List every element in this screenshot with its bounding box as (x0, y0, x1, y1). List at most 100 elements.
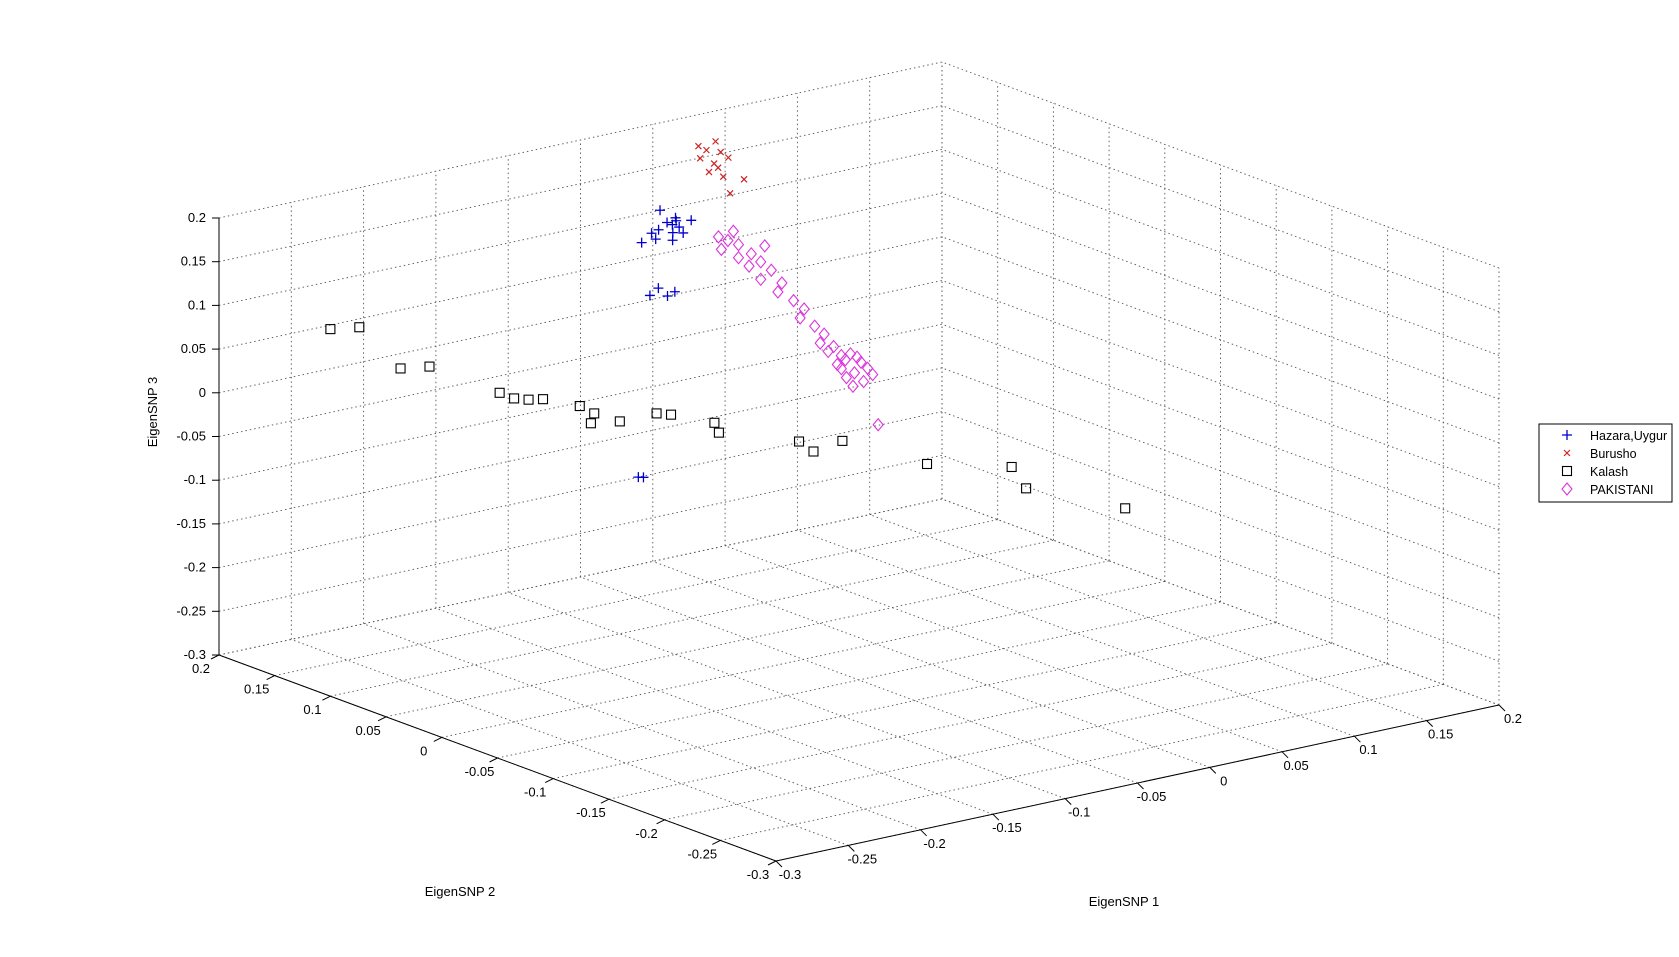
z-tick-label: 0.2 (188, 210, 206, 225)
x-tick-label: 0.2 (1504, 711, 1522, 726)
data-point-hazara-uygur (674, 222, 685, 233)
data-point-pakistani (818, 327, 830, 342)
y-axis-label: EigenSNP 2 (425, 884, 496, 899)
data-point-pakistani (844, 346, 857, 361)
legend-marker-hazara-uygur (1562, 430, 1572, 440)
data-point-hazara-uygur (669, 286, 680, 297)
wall-grid-line (218, 192, 943, 350)
y-tick-label: 0.2 (192, 661, 210, 676)
y-tick-mark (544, 778, 554, 784)
axes-grid (218, 61, 1500, 862)
x-tick-mark (847, 845, 855, 852)
data-point-pakistani (755, 272, 767, 287)
y-tick-label: -0.15 (576, 805, 606, 820)
x-tick-label: -0.15 (992, 820, 1022, 835)
data-point-burusho (714, 164, 722, 172)
data-point-burusho (740, 175, 748, 183)
data-point-hazara-uygur (667, 235, 678, 246)
wall-grid-line (218, 411, 943, 569)
data-point-hazara-uygur (636, 237, 647, 248)
data-point-pakistani (765, 263, 778, 278)
x-tick-label: -0.2 (923, 836, 945, 851)
y-tick-mark (210, 654, 220, 660)
legend-label-pakistani: PAKISTANI (1590, 483, 1653, 497)
data-point-hazara-uygur (646, 228, 657, 239)
data-point-pakistani (848, 365, 861, 380)
data-point-burusho (703, 146, 710, 154)
y-tick-label: 0 (420, 743, 427, 758)
data-point-pakistani (857, 374, 870, 389)
y-tick-label: 0.15 (244, 682, 269, 697)
data-point-kalash (793, 436, 805, 447)
data-point-pakistani (755, 254, 767, 269)
x-tick-label: -0.25 (847, 851, 877, 866)
y-tick-label: -0.05 (465, 764, 495, 779)
wall-grid-line (218, 105, 943, 263)
data-point-pakistani (794, 311, 806, 325)
data-point-pakistani (798, 302, 810, 316)
data-point-kalash (537, 394, 549, 405)
y-tick-label: 0.05 (355, 723, 380, 738)
wall-grid-line (218, 236, 943, 394)
data-point-kalash (589, 408, 600, 419)
data-point-pakistani (732, 237, 745, 252)
z-tick-label: -0.15 (176, 516, 206, 531)
data-point-kalash (574, 400, 585, 412)
z-tick-label: -0.3 (184, 647, 206, 662)
data-point-hazara-uygur (650, 234, 661, 245)
data-point-hazara-uygur (678, 227, 689, 238)
data-point-hazara-uygur (671, 215, 682, 226)
x-tick-label: 0.1 (1359, 742, 1377, 757)
data-point-pakistani (855, 355, 867, 370)
z-axis-label: EigenSNP 3 (145, 377, 160, 448)
y-tick-mark (266, 675, 275, 681)
data-point-pakistani (814, 336, 826, 350)
data-point-pakistani (822, 344, 834, 359)
legend-label-kalash: Kalash (1590, 465, 1628, 479)
y-tick-mark (656, 819, 665, 825)
y-tick-mark (322, 695, 331, 701)
legend: Hazara,Uygur Burusho Kalash PAKISTANI (1538, 423, 1673, 503)
y-tick-mark (712, 839, 721, 845)
data-point-kalash (585, 418, 596, 429)
x-tick-mark (1064, 798, 1072, 805)
data-point-burusho (696, 154, 704, 162)
floor-grid-line (274, 519, 998, 677)
data-point-kalash (921, 458, 933, 470)
data-point-pakistani (732, 250, 745, 265)
z-tick-label: -0.25 (176, 603, 206, 618)
data-point-pakistani (827, 339, 840, 354)
data-point-burusho (724, 154, 732, 162)
data-point-pakistani (715, 242, 728, 257)
data-point-pakistani (835, 361, 848, 376)
data-point-kalash (1021, 483, 1032, 494)
data-point-kalash (523, 394, 534, 405)
data-point-kalash (325, 324, 336, 335)
x-tick-label: 0.15 (1428, 727, 1453, 742)
data-point-hazara-uygur (686, 215, 697, 226)
y-tick-mark (433, 736, 443, 742)
x-tick-mark (1209, 767, 1217, 774)
legend-marker-pakistani (1561, 482, 1573, 496)
data-point-pakistani (743, 259, 755, 273)
data-point-kalash (354, 322, 365, 333)
data-point-burusho (719, 173, 727, 181)
z-tick-label: -0.05 (176, 429, 206, 444)
wall-grid-line (218, 323, 943, 481)
x-tick-label: -0.05 (1137, 789, 1167, 804)
data-point-burusho (717, 148, 725, 156)
z-tick-label: 0 (199, 385, 206, 400)
floor-grid-line (386, 560, 1110, 718)
data-point-kalash (837, 435, 848, 446)
x-axis-label: EigenSNP 1 (1089, 894, 1160, 909)
legend-box (1538, 423, 1673, 503)
x-tick-label: -0.3 (779, 867, 801, 882)
data-point-pakistani (759, 239, 771, 253)
data-point-burusho (712, 137, 719, 145)
x-tick-label: 0.05 (1283, 758, 1308, 773)
data-point-kalash (395, 363, 406, 374)
data-point-hazara-uygur (653, 283, 664, 294)
floor-grid-line (553, 622, 1277, 780)
legend-marker-burusho (1563, 449, 1571, 457)
data-point-pakistani (772, 285, 784, 299)
